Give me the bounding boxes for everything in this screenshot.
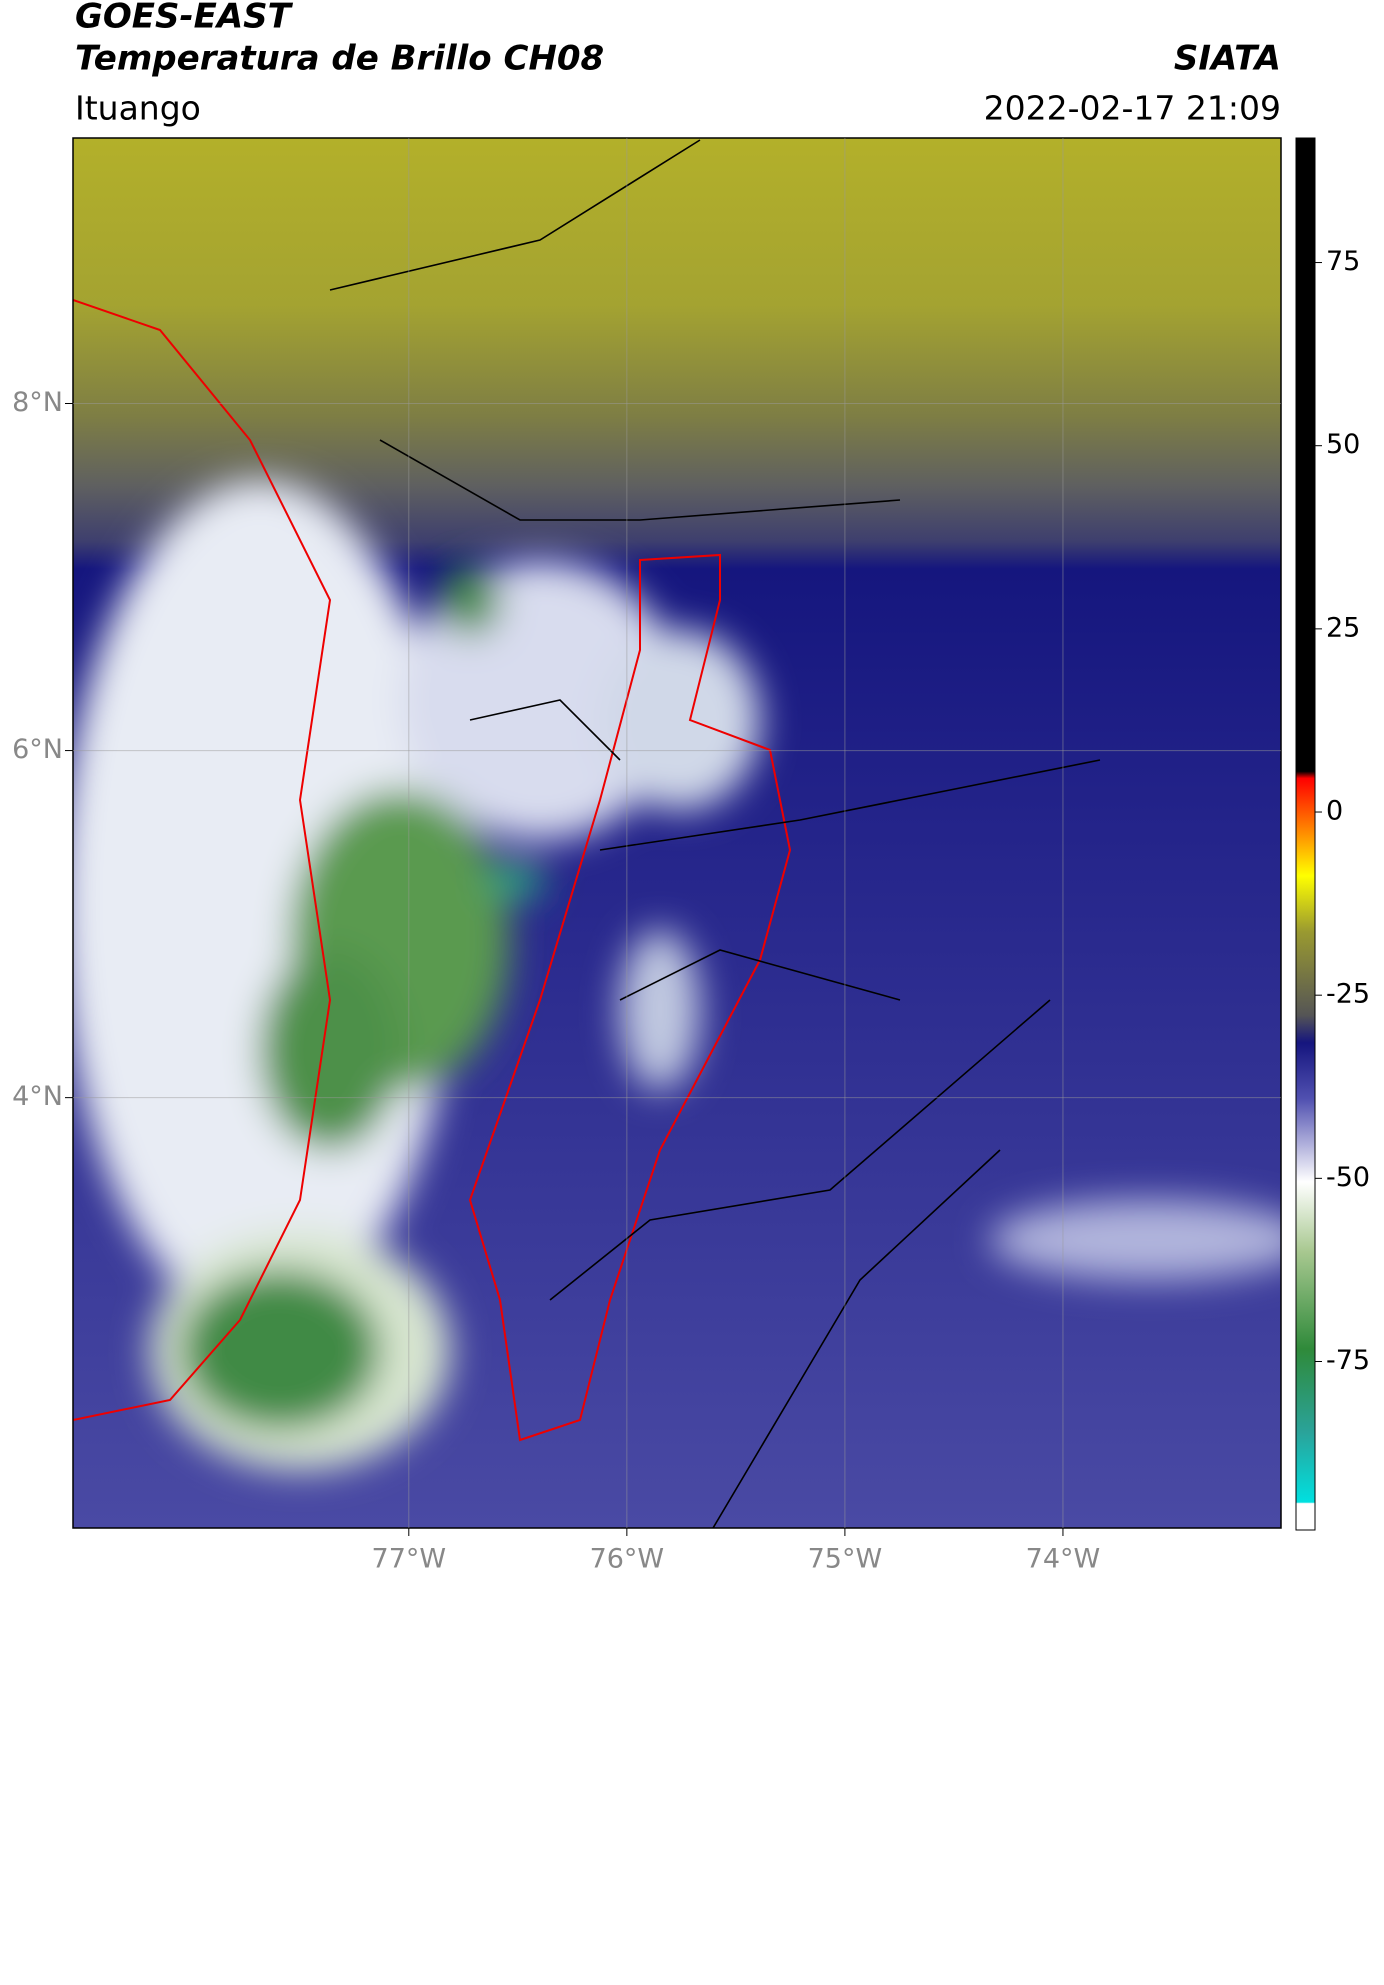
y-tick-label: 4°N bbox=[12, 1081, 63, 1112]
x-tick-label: 77°W bbox=[372, 1544, 447, 1575]
colorbar-tick-label: 75 bbox=[1326, 246, 1360, 277]
y-tick-label: 6°N bbox=[12, 734, 63, 765]
colorbar-tick-label: -50 bbox=[1326, 1162, 1370, 1193]
subtitle: Temperatura de Brillo CH08 bbox=[75, 39, 604, 79]
y-tick-label: 8°N bbox=[12, 387, 63, 418]
brand: SIATA bbox=[1174, 39, 1281, 79]
colorbar-tick-label: -25 bbox=[1326, 979, 1370, 1010]
colorbar-tick-label: 50 bbox=[1326, 429, 1360, 460]
x-tick-label: 75°W bbox=[808, 1544, 883, 1575]
location: Ituango bbox=[75, 89, 201, 128]
title: GOES-EAST bbox=[75, 0, 294, 37]
datetime: 2022-02-17 21:09 bbox=[984, 89, 1281, 128]
x-tick-label: 74°W bbox=[1026, 1544, 1101, 1575]
colorbar-tick-label: 0 bbox=[1326, 796, 1343, 827]
x-tick-label: 76°W bbox=[590, 1544, 665, 1575]
map-image bbox=[73, 138, 1281, 1528]
colorbar-tick-label: 25 bbox=[1326, 612, 1360, 643]
colorbar-tick-label: -75 bbox=[1326, 1345, 1370, 1376]
map-frame bbox=[72, 137, 1282, 1529]
colorbar bbox=[1295, 137, 1316, 1531]
